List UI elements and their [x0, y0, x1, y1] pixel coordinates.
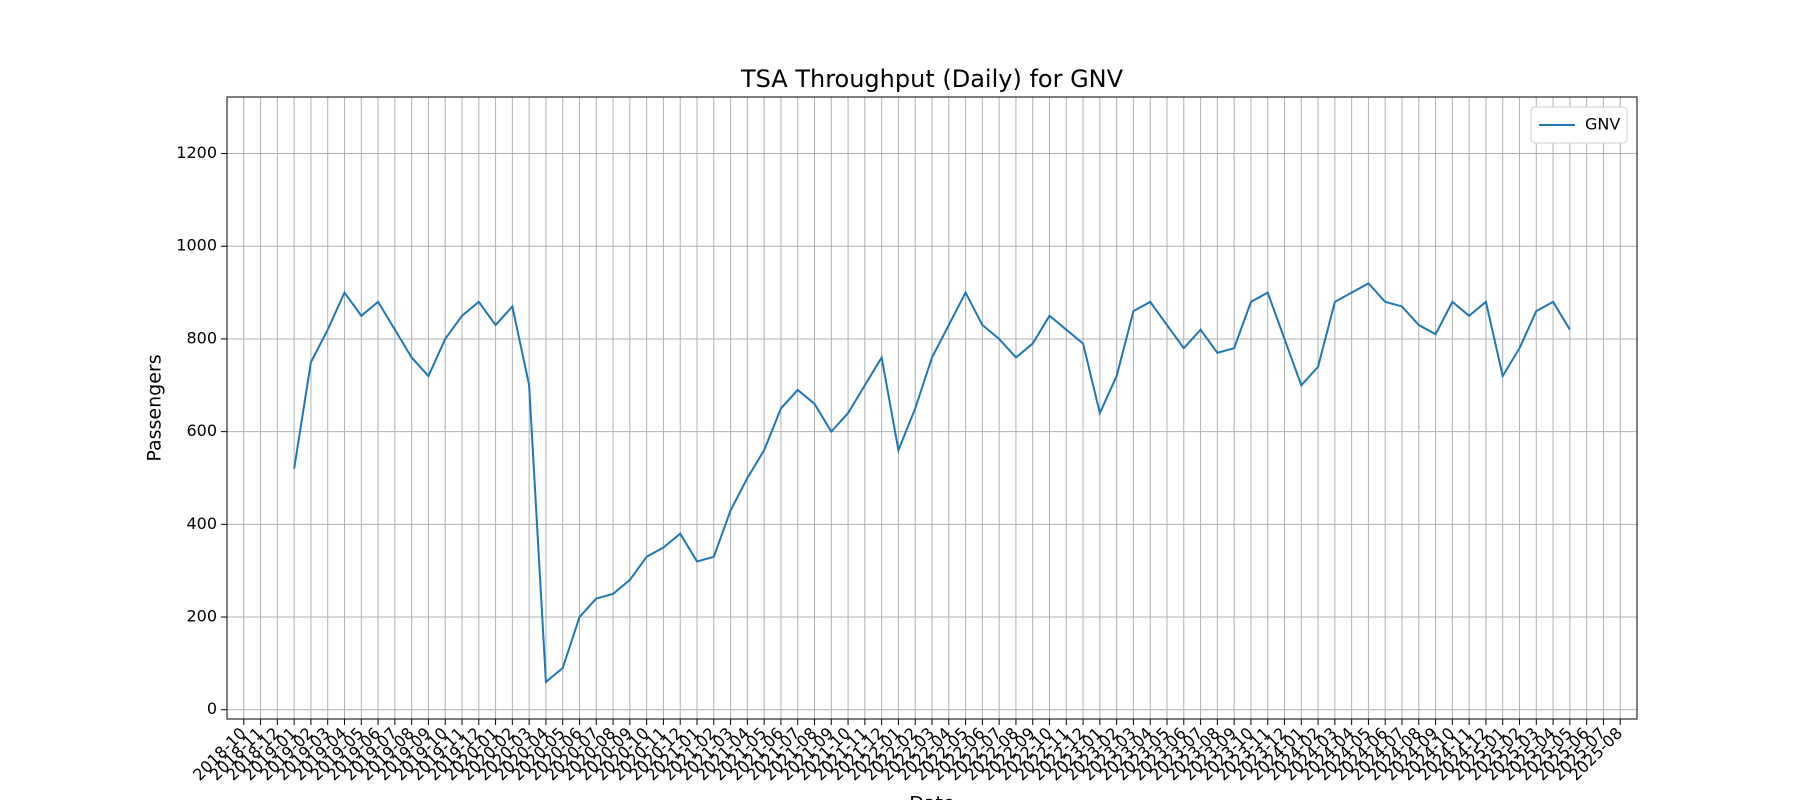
y-tick-label: 600 [186, 421, 217, 440]
plot-frame [226, 96, 1638, 720]
legend-label: GNV [1585, 115, 1620, 134]
y-tick-label: 1000 [176, 236, 217, 255]
x-axis-label: Date [909, 793, 954, 801]
y-tick-label: 200 [186, 607, 217, 626]
y-tick-label: 0 [207, 699, 217, 718]
y-tick-label: 800 [186, 328, 217, 347]
y-tick-label: 400 [186, 514, 217, 533]
y-tick-label: 1200 [176, 143, 217, 162]
legend-box [1530, 106, 1628, 144]
chart-title: TSA Throughput (Daily) for GNV [740, 65, 1124, 93]
data-line [293, 282, 1571, 684]
y-axis-label: Passengers [144, 354, 166, 461]
legend: GNV [1530, 106, 1628, 144]
